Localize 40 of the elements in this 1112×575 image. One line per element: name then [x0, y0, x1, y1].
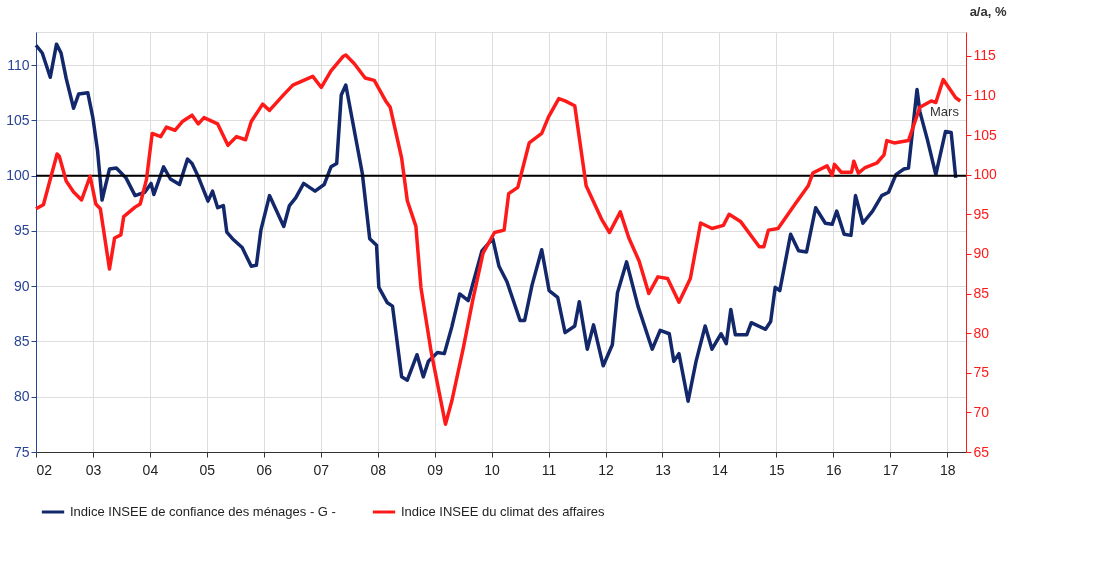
- y2-axis-title: a/a, %: [969, 3, 1007, 19]
- x-tick-label: 16: [826, 461, 842, 478]
- y2-tick-label: 75: [973, 364, 990, 381]
- x-tick-label: 18: [939, 461, 956, 478]
- x-tick-label: 14: [712, 461, 728, 478]
- x-tick-label: 15: [769, 461, 785, 478]
- y2-tick-label: 85: [973, 285, 990, 302]
- y2-tick-label: 90: [973, 245, 990, 262]
- y-tick-label: 85: [13, 332, 30, 349]
- y2-tick-label: 110: [973, 86, 997, 103]
- y-tick-label: 95: [13, 222, 30, 239]
- x-tick-label: 05: [199, 461, 216, 478]
- x-tick-label: 09: [427, 461, 444, 478]
- y-tick-label: 100: [6, 167, 30, 184]
- y-tick-label: 75: [13, 443, 30, 460]
- x-tick-label: 07: [313, 461, 330, 478]
- y2-tick-label: 80: [973, 324, 990, 341]
- y2-tick-label: 100: [973, 166, 998, 183]
- y-tick-label: 105: [6, 111, 30, 128]
- x-tick-label: 04: [142, 461, 159, 478]
- y2-tick-label: 95: [973, 205, 990, 222]
- x-tick-label: 10: [484, 461, 501, 478]
- x-tick-label: 06: [256, 461, 273, 478]
- y-tick-label: 110: [7, 56, 30, 73]
- y2-tick-label: 65: [973, 443, 990, 460]
- x-tick-label: 12: [598, 461, 614, 478]
- legend-label: Indice INSEE du climat des affaires: [401, 504, 606, 519]
- x-tick-label: 03: [85, 461, 102, 478]
- annotation: Mars: [930, 104, 960, 119]
- x-tick-label: 17: [882, 461, 899, 478]
- y2-tick-label: 70: [973, 403, 990, 420]
- y-tick-label: 80: [13, 388, 30, 405]
- x-tick-label: 02: [36, 461, 53, 478]
- x-tick-label: 13: [655, 461, 671, 478]
- y-tick-label: 90: [13, 277, 30, 294]
- legend-label: Indice INSEE de confiance des ménages - G -: [70, 504, 336, 519]
- x-tick-label: 11: [541, 461, 557, 478]
- y2-tick-label: 115: [973, 47, 997, 64]
- y2-tick-label: 105: [973, 126, 998, 143]
- x-tick-label: 08: [370, 461, 387, 478]
